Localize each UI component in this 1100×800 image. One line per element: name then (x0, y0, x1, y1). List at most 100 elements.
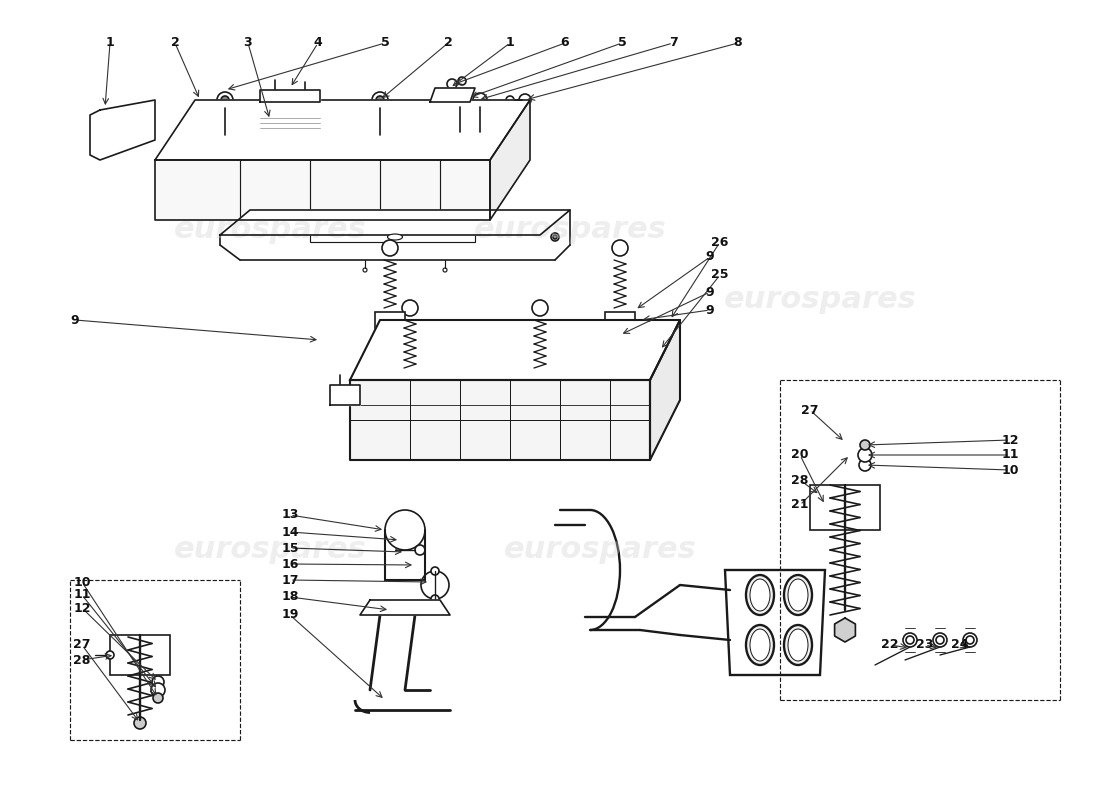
Circle shape (220, 133, 230, 143)
Text: 15: 15 (282, 542, 299, 554)
Text: eurospares: eurospares (474, 215, 667, 245)
Text: 1: 1 (106, 37, 114, 50)
Text: 26: 26 (712, 235, 728, 249)
Circle shape (421, 571, 449, 599)
Circle shape (506, 96, 514, 104)
Text: 1: 1 (506, 37, 515, 50)
Bar (810, 485, 880, 530)
Circle shape (136, 116, 144, 124)
Polygon shape (330, 385, 360, 405)
Bar (525, 372, 556, 388)
Text: 11: 11 (1001, 449, 1019, 462)
Polygon shape (90, 100, 155, 160)
Ellipse shape (784, 625, 812, 665)
Text: 27: 27 (74, 638, 90, 651)
Text: 8: 8 (734, 37, 742, 50)
Bar (110, 635, 170, 675)
Text: 10: 10 (74, 575, 90, 589)
Circle shape (534, 302, 546, 314)
Text: 5: 5 (617, 37, 626, 50)
Circle shape (111, 138, 119, 146)
Polygon shape (155, 160, 490, 220)
Circle shape (532, 300, 548, 316)
Circle shape (110, 115, 120, 125)
Text: 2: 2 (443, 37, 452, 50)
Ellipse shape (750, 579, 770, 611)
Circle shape (906, 636, 914, 644)
Circle shape (363, 268, 367, 272)
Ellipse shape (750, 629, 770, 661)
Bar (255, 112, 324, 132)
Text: 6: 6 (561, 37, 570, 50)
Text: 11: 11 (74, 589, 90, 602)
Text: 9: 9 (706, 250, 714, 263)
Circle shape (384, 242, 396, 254)
Text: 16: 16 (282, 558, 299, 570)
Text: 4: 4 (314, 37, 322, 50)
Circle shape (382, 240, 398, 256)
Ellipse shape (784, 575, 812, 615)
Polygon shape (260, 90, 320, 102)
Circle shape (404, 302, 416, 314)
Text: 18: 18 (282, 590, 299, 603)
Text: 28: 28 (791, 474, 808, 486)
Text: 12: 12 (1001, 434, 1019, 446)
Polygon shape (155, 100, 530, 160)
Text: 22: 22 (881, 638, 899, 651)
Text: 12: 12 (74, 602, 90, 614)
Polygon shape (490, 100, 530, 220)
Circle shape (859, 459, 871, 471)
Ellipse shape (746, 575, 774, 615)
Circle shape (860, 440, 870, 450)
Bar (310, 232, 475, 242)
Text: 17: 17 (282, 574, 299, 586)
Bar (375, 312, 405, 328)
Circle shape (473, 93, 487, 107)
Circle shape (134, 717, 146, 729)
Circle shape (221, 96, 229, 104)
Text: 24: 24 (952, 638, 969, 651)
Polygon shape (220, 210, 570, 235)
Ellipse shape (746, 625, 774, 665)
Bar (605, 312, 635, 328)
Circle shape (612, 240, 628, 256)
Text: 9: 9 (706, 286, 714, 298)
Bar (395, 372, 425, 388)
Circle shape (475, 130, 485, 140)
Circle shape (151, 683, 165, 697)
Circle shape (402, 300, 418, 316)
Circle shape (447, 79, 456, 89)
Polygon shape (835, 618, 856, 642)
Circle shape (551, 233, 559, 241)
Polygon shape (350, 320, 680, 380)
Circle shape (453, 93, 468, 107)
Circle shape (372, 92, 388, 108)
Circle shape (217, 92, 233, 108)
Circle shape (415, 545, 425, 555)
Text: 9: 9 (70, 314, 79, 326)
Polygon shape (360, 600, 450, 615)
Circle shape (443, 268, 447, 272)
Circle shape (431, 595, 439, 603)
Circle shape (152, 676, 164, 688)
Circle shape (385, 510, 425, 550)
Ellipse shape (387, 234, 403, 240)
Circle shape (375, 133, 385, 143)
Circle shape (858, 448, 872, 462)
Ellipse shape (788, 629, 808, 661)
Circle shape (106, 651, 114, 659)
Bar (360, 387, 640, 455)
Circle shape (519, 94, 531, 106)
Circle shape (614, 242, 626, 254)
Text: 28: 28 (74, 654, 90, 666)
Text: 27: 27 (801, 403, 818, 417)
Text: 25: 25 (712, 269, 728, 282)
Polygon shape (430, 88, 475, 102)
Circle shape (376, 96, 384, 104)
Text: 19: 19 (282, 609, 299, 622)
Text: 7: 7 (669, 37, 678, 50)
Text: 2: 2 (170, 37, 179, 50)
Circle shape (966, 636, 974, 644)
Text: 5: 5 (381, 37, 389, 50)
Polygon shape (650, 320, 680, 460)
